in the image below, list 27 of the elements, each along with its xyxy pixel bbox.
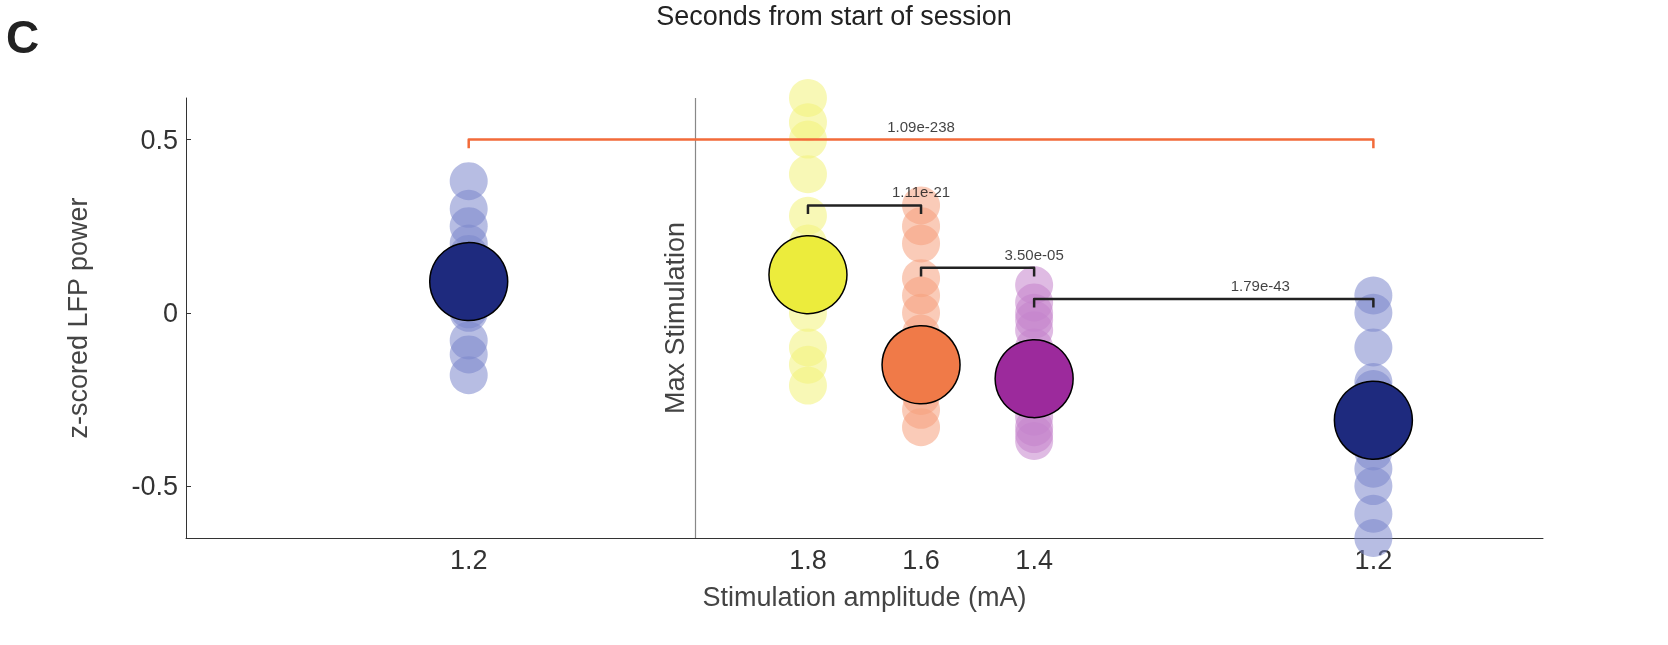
x-tick-label: 1.8: [789, 544, 827, 575]
point: [429, 241, 509, 322]
y-tick-label: -0.5: [131, 471, 178, 502]
annotation: 3.50e-05: [1004, 245, 1064, 263]
annotation: 1.09e-238: [887, 117, 955, 135]
point: [1354, 328, 1393, 367]
point: [881, 325, 961, 405]
y-axis-title: z-scored LFP power: [62, 197, 93, 439]
y-tick-label: 0.5: [140, 124, 178, 155]
x-tick-label: 1.6: [902, 544, 940, 575]
text: Seconds from start of session: [656, 0, 1012, 31]
point: [994, 338, 1074, 419]
point: [1333, 380, 1414, 460]
text: C: [6, 11, 40, 63]
point: [768, 234, 848, 315]
annotation: Max Stimulation: [660, 221, 691, 415]
point: [449, 335, 488, 374]
x-axis-title: Stimulation amplitude (mA): [702, 581, 1027, 612]
y-tick-label: 0: [162, 297, 178, 328]
annotation: 1.11e-21: [891, 183, 951, 201]
point: [1354, 293, 1393, 332]
annotation: 1.79e-43: [1230, 276, 1290, 294]
point: [449, 207, 488, 246]
x-tick-label: 1.2: [1354, 544, 1393, 575]
point: [1354, 494, 1393, 533]
x-tick-label: 1.2: [449, 544, 488, 575]
x-tick-label: 1.4: [1015, 544, 1053, 575]
